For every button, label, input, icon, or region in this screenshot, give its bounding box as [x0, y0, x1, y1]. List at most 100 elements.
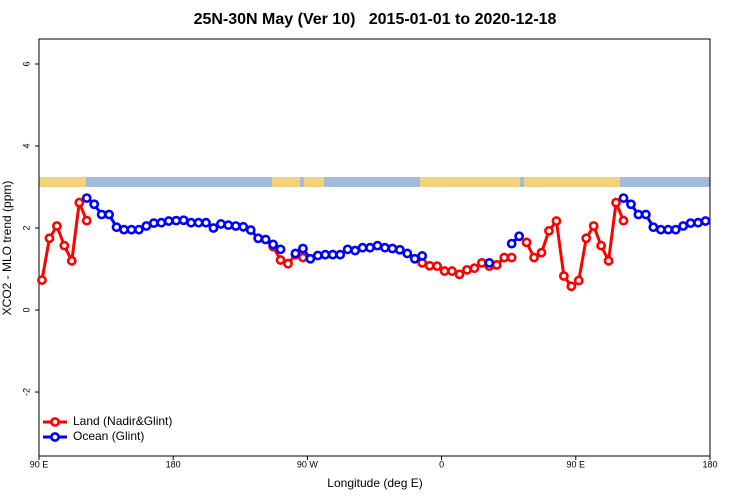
series-line: [40, 196, 625, 289]
point: [447, 266, 457, 276]
y-tick-label: 6: [21, 62, 31, 67]
point: [253, 233, 264, 244]
y-tick-label: 2: [21, 226, 31, 231]
point: [245, 225, 256, 235]
y-tick-label: -2: [21, 388, 31, 396]
point: [298, 243, 308, 254]
point: [327, 249, 338, 260]
point: [432, 261, 443, 272]
point: [484, 257, 495, 268]
point: [37, 275, 47, 285]
point: [506, 252, 517, 263]
point: [611, 197, 621, 208]
point: [268, 239, 279, 250]
point: [193, 217, 204, 228]
point: [342, 244, 353, 255]
point: [223, 220, 234, 231]
point: [514, 231, 525, 242]
point: [424, 260, 435, 271]
point: [685, 218, 696, 229]
point: [305, 253, 316, 264]
point: [365, 242, 375, 253]
point: [663, 224, 674, 235]
point: [298, 252, 308, 263]
point: [96, 209, 107, 220]
point: [506, 238, 517, 249]
plot-frame: [38, 38, 711, 457]
point: [201, 217, 211, 228]
point: [700, 216, 711, 226]
point: [275, 244, 286, 255]
point: [216, 219, 226, 229]
point: [171, 215, 182, 226]
point: [439, 266, 450, 276]
point: [59, 240, 70, 251]
point: [648, 222, 659, 233]
point: [476, 257, 487, 268]
point: [394, 244, 405, 255]
point: [111, 222, 122, 233]
point: [81, 193, 92, 203]
y-tick-label: 0: [21, 308, 31, 313]
point: [566, 281, 577, 292]
point: [670, 224, 681, 235]
point: [417, 251, 428, 261]
point: [350, 245, 361, 256]
point: [558, 271, 569, 281]
point: [521, 237, 532, 248]
point: [357, 242, 368, 253]
point: [66, 255, 77, 266]
point: [454, 269, 465, 280]
point: [44, 233, 55, 244]
point: [104, 209, 114, 220]
point: [260, 234, 271, 245]
point: [573, 275, 584, 286]
point: [655, 224, 666, 235]
point: [51, 221, 62, 231]
point: [499, 252, 510, 263]
point: [551, 216, 562, 226]
point: [491, 260, 502, 270]
point: [529, 252, 539, 263]
point: [230, 221, 241, 231]
x-tick-label: 90 W: [297, 459, 319, 469]
point: [626, 199, 636, 210]
point: [141, 221, 152, 231]
point: [126, 224, 137, 235]
legend-label: Land (Nadir&Glint): [73, 414, 172, 428]
point: [596, 240, 607, 251]
point: [119, 224, 129, 235]
point: [387, 243, 398, 254]
point: [372, 240, 383, 251]
point: [148, 218, 159, 229]
point: [640, 209, 651, 220]
chart-title: 25N-30N May (Ver 10) 2015-01-01 to 2020-…: [194, 11, 557, 28]
point: [536, 247, 547, 258]
point: [588, 221, 599, 231]
x-axis-label: Longitude (deg E): [327, 476, 422, 490]
point: [603, 255, 614, 266]
point: [186, 217, 196, 228]
point: [462, 264, 472, 275]
legend-label: Ocean (Glint): [73, 429, 144, 443]
point: [544, 225, 554, 236]
y-tick-label: 4: [21, 144, 31, 149]
point: [678, 221, 689, 231]
x-tick-label: 90 E: [567, 459, 586, 469]
x-tick-label: 0: [439, 459, 444, 469]
point: [380, 242, 390, 253]
point: [335, 249, 346, 260]
point: [693, 217, 703, 228]
point: [402, 248, 413, 259]
legend-marker: [50, 432, 60, 442]
legend-marker: [50, 417, 60, 427]
land-mask-band: [39, 177, 710, 187]
point: [633, 209, 644, 220]
x-tick-label: 180: [702, 459, 717, 469]
point: [89, 199, 100, 210]
x-tick-label: 90 E: [30, 459, 49, 469]
point: [74, 197, 85, 208]
point: [409, 253, 420, 264]
point: [178, 215, 189, 226]
